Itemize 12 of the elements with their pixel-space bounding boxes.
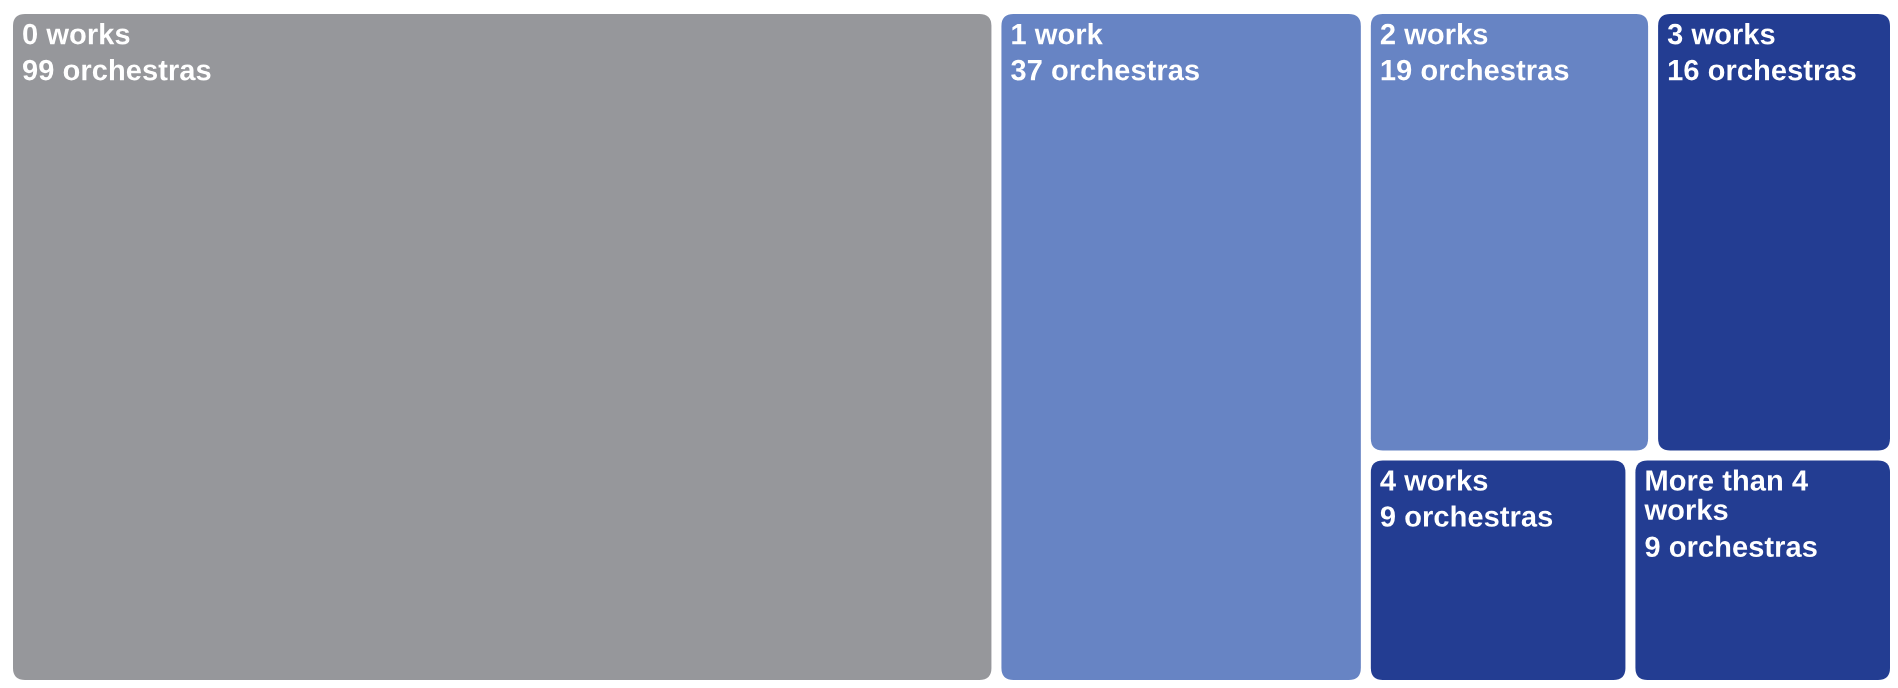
data-label: 9 orchestras	[1380, 505, 1553, 527]
category-label: 3 works	[1667, 23, 1775, 45]
data-label: 9 orchestras	[1645, 535, 1817, 558]
data-label: 37 orchestras	[1011, 59, 1199, 81]
category-label: 1 work	[1012, 23, 1103, 45]
data-label: 99 orchestras	[23, 59, 211, 81]
data-label: 16 orchestras	[1668, 59, 1856, 81]
category-label: 2 works	[1380, 23, 1488, 45]
category-label: 4 works	[1380, 469, 1488, 491]
category-label: 0 works	[23, 23, 130, 45]
data-label: 19 orchestras	[1381, 59, 1569, 81]
category-label: More than 4 works	[1644, 469, 1808, 521]
